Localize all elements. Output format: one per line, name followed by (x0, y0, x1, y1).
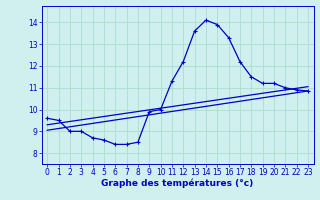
X-axis label: Graphe des températures (°c): Graphe des températures (°c) (101, 179, 254, 188)
